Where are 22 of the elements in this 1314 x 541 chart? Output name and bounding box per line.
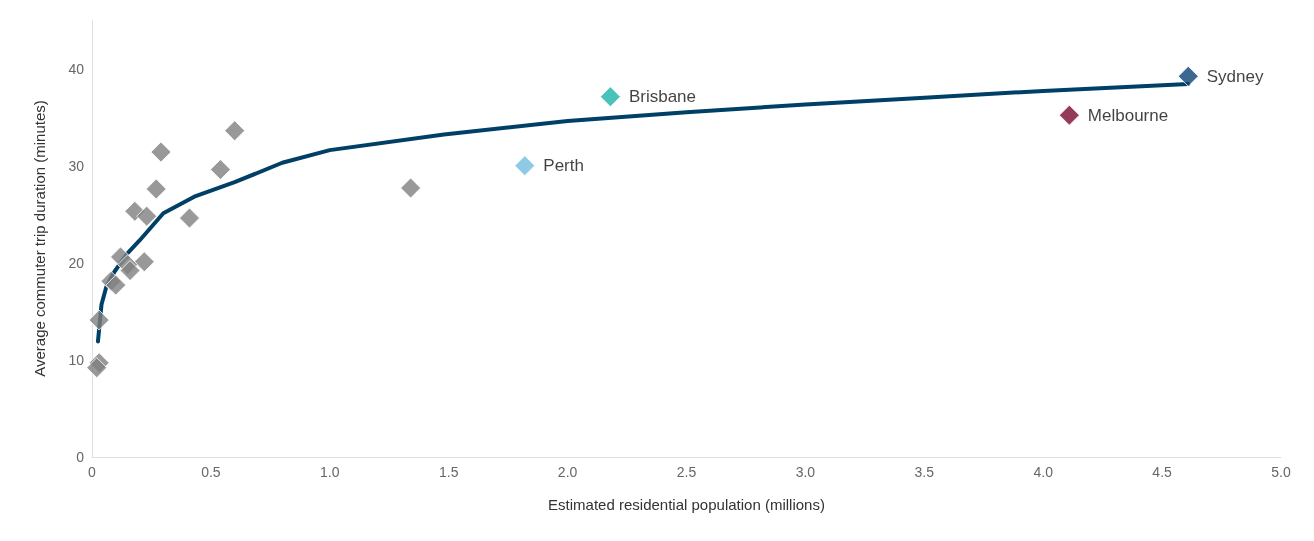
x-tick-label: 3.0 [795,464,816,480]
x-tick-label: 0.5 [201,464,221,480]
series-label: Perth [543,156,584,176]
x-tick-label: 2.0 [557,464,578,480]
y-axis-title: Average commuter trip duration (minutes) [31,100,48,377]
x-tick-label: 1.5 [438,464,459,480]
series-label: Sydney [1206,66,1264,86]
y-tick-label: 20 [68,254,85,271]
y-tick-label: 0 [76,449,85,465]
x-axis-title: Estimated residential population (millions) [548,496,825,513]
x-tick-label: 5.0 [1271,464,1291,480]
x-tick-label: 2.5 [676,464,697,480]
x-tick-label: 0 [88,464,97,480]
series-label: Brisbane [628,87,697,107]
x-tick-label: 1.0 [320,464,340,480]
y-tick-label: 30 [68,157,85,174]
x-tick-label: 4.5 [1152,464,1173,480]
x-tick-label: 3.5 [914,464,935,480]
y-tick-label: 10 [68,351,85,368]
y-tick-label: 40 [68,60,85,77]
series-label: Melbourne [1087,105,1169,125]
x-tick-label: 4.0 [1033,464,1054,480]
